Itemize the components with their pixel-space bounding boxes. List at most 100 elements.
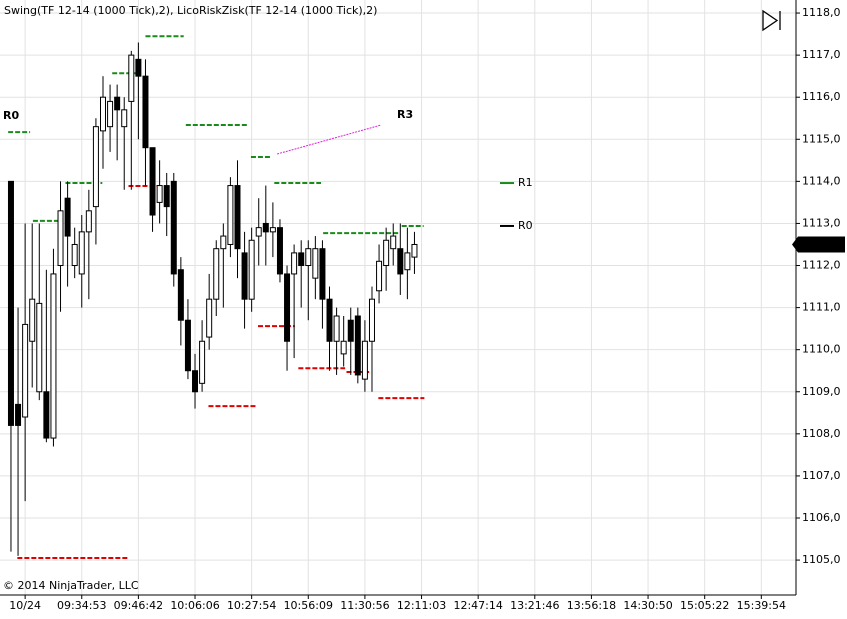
candle-body — [376, 260, 383, 292]
candle-body — [326, 298, 333, 342]
candle-body — [291, 252, 298, 275]
candle-body — [7, 180, 14, 426]
candle-body — [227, 185, 234, 245]
x-tick-label: 12:47:14 — [453, 599, 502, 612]
candle-body — [149, 147, 156, 216]
price-tag-label: 1112,5 — [804, 237, 843, 250]
candle-body — [156, 185, 163, 203]
candle-body — [276, 227, 283, 275]
y-tick-label: 1107,0 — [802, 469, 841, 482]
x-tick-label: 10:27:54 — [227, 599, 276, 612]
candle-body — [383, 239, 390, 267]
play-icon[interactable] — [762, 9, 781, 32]
candle-body — [312, 248, 319, 279]
candle-body — [269, 227, 276, 233]
candle-body — [319, 248, 326, 300]
play-triangle[interactable] — [762, 9, 779, 32]
candle-body — [177, 269, 184, 321]
candle-body — [142, 75, 149, 149]
candle-body — [29, 298, 36, 342]
candle-body — [347, 319, 354, 342]
marker-label: R1 — [518, 176, 533, 189]
candle-body — [354, 315, 361, 376]
x-tick-label: 12:11:03 — [397, 599, 446, 612]
candle-body — [234, 185, 241, 250]
annotation: R3 — [397, 108, 413, 121]
marker-label: R0 — [518, 219, 533, 232]
candle-body — [64, 197, 71, 237]
y-tick-label: 1110,0 — [802, 343, 841, 356]
x-tick-label: 15:39:54 — [737, 599, 786, 612]
candle-body — [404, 252, 411, 271]
y-tick-label: 1118,0 — [802, 6, 841, 19]
candle-body — [15, 403, 22, 426]
candle-body — [213, 248, 220, 300]
candle-body — [262, 222, 269, 233]
candle-body — [390, 235, 397, 250]
y-tick-label: 1106,0 — [802, 511, 841, 524]
x-tick-label: 15:05:22 — [680, 599, 729, 612]
x-tick-label: 13:21:46 — [510, 599, 559, 612]
y-tick-label: 1112,0 — [802, 259, 841, 272]
candle-body — [411, 243, 418, 258]
x-tick-label: 11:30:56 — [340, 599, 389, 612]
y-tick-label: 1117,0 — [802, 48, 841, 61]
y-tick-label: 1105,0 — [802, 553, 841, 566]
y-tick-label: 1116,0 — [802, 90, 841, 103]
candle-body — [57, 210, 64, 267]
candle-body — [107, 100, 114, 128]
candle-body — [71, 243, 78, 267]
price-tag — [792, 236, 845, 253]
candle-body — [284, 273, 291, 342]
candle-body — [128, 54, 135, 102]
chart-title: Swing(TF 12-14 (1000 Tick),2), LicoRiskZ… — [4, 4, 377, 17]
x-tick-label: 14:30:50 — [623, 599, 672, 612]
candle-body — [163, 185, 170, 208]
candle-body — [184, 319, 191, 372]
candle-body — [333, 315, 340, 342]
y-tick-label: 1111,0 — [802, 301, 841, 314]
x-tick-label: 09:46:42 — [114, 599, 163, 612]
candle-body — [241, 252, 248, 300]
candle-body — [199, 340, 206, 384]
x-tick-label: 10:06:06 — [170, 599, 219, 612]
candle-body — [36, 302, 43, 393]
candle-body — [192, 370, 199, 393]
candle-body — [361, 340, 368, 380]
candle-body — [298, 252, 305, 267]
candle-body — [78, 231, 85, 275]
candle-body — [248, 239, 255, 300]
annotation: R0 — [3, 109, 19, 122]
candle-body — [135, 58, 142, 77]
y-tick-label: 1113,0 — [802, 216, 841, 229]
candle-body — [121, 109, 128, 128]
y-tick-label: 1108,0 — [802, 427, 841, 440]
x-tick-label: 09:34:53 — [57, 599, 106, 612]
trend-line — [276, 124, 382, 155]
candle-body — [99, 96, 106, 132]
candle-body — [85, 210, 92, 233]
candle-body — [340, 340, 347, 355]
y-tick-label: 1115,0 — [802, 132, 841, 145]
y-tick-label: 1109,0 — [802, 385, 841, 398]
y-tick-label: 1114,0 — [802, 174, 841, 187]
candle-body — [397, 248, 404, 275]
x-tick-label: 13:56:18 — [567, 599, 616, 612]
candle-body — [43, 391, 50, 439]
candle-body — [305, 248, 312, 267]
x-tick-label: 10/24 — [9, 599, 41, 612]
copyright: © 2014 NinjaTrader, LLC — [3, 579, 139, 592]
candle-body — [114, 96, 121, 111]
candle-body — [368, 298, 375, 342]
candle-body — [50, 273, 57, 439]
candle-body — [206, 298, 213, 338]
candle-body — [255, 227, 262, 237]
x-tick-label: 10:56:09 — [284, 599, 333, 612]
candle-body — [220, 235, 227, 250]
candle-body — [170, 180, 177, 275]
candle-body — [22, 323, 29, 418]
candle-body — [92, 126, 99, 208]
